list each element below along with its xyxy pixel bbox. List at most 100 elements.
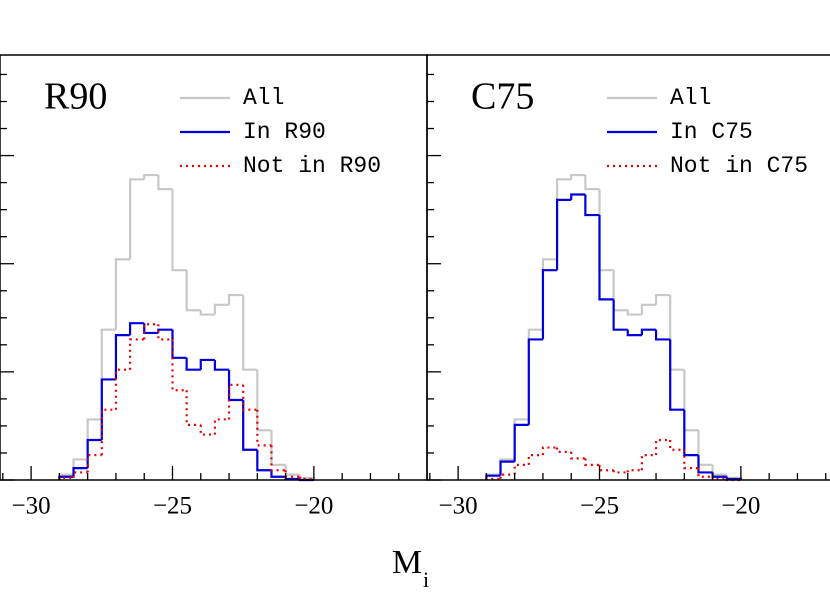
histogram-step	[612, 299, 628, 331]
histogram-step	[298, 476, 315, 481]
histogram-step	[654, 293, 671, 305]
histogram-step	[598, 464, 614, 472]
histogram-step	[640, 303, 657, 315]
plot-frame	[426, 54, 830, 481]
histogram-step	[598, 215, 614, 301]
histogram-step	[256, 409, 272, 447]
histogram-step	[612, 270, 628, 312]
histogram-step	[598, 189, 614, 272]
histogram-step	[86, 454, 102, 473]
histogram-step	[513, 423, 529, 462]
legend-label: All	[243, 85, 284, 111]
histogram-step	[185, 357, 201, 371]
histogram-step	[640, 328, 657, 336]
histogram-step	[541, 269, 558, 340]
histogram-step	[72, 471, 88, 478]
histogram-step	[527, 338, 543, 425]
histogram-step	[128, 178, 145, 260]
histogram-step	[185, 270, 201, 312]
histogram-step	[697, 430, 713, 466]
histogram-step	[499, 460, 515, 476]
histogram-step	[157, 328, 173, 333]
legend-label: In R90	[243, 119, 326, 145]
legend-label: All	[670, 85, 711, 111]
histogram-step	[256, 449, 272, 472]
x-tick-label: −30	[439, 493, 478, 520]
histogram-step	[128, 322, 145, 336]
histogram-step	[711, 464, 727, 476]
legend-label: Not in R90	[243, 153, 381, 179]
histogram-step	[100, 378, 116, 440]
histogram-step	[570, 451, 586, 460]
x-tick-label: −20	[721, 493, 760, 520]
histogram-step	[541, 446, 558, 456]
legend-label: Not in C75	[670, 153, 808, 179]
histogram-step	[114, 258, 131, 330]
histogram-step	[213, 418, 230, 435]
plot-frame	[0, 54, 428, 481]
legend-label: In C75	[670, 119, 753, 145]
panel-label: R90	[44, 76, 107, 118]
histogram-step	[669, 295, 685, 371]
histogram-step	[171, 339, 187, 392]
histogram-step	[242, 399, 258, 451]
histogram-step	[128, 338, 145, 370]
histogram-step	[654, 438, 671, 456]
histogram-step	[157, 175, 173, 191]
histogram-step	[570, 193, 586, 200]
x-tick-label: −25	[580, 493, 619, 520]
histogram-step	[143, 323, 159, 340]
histogram-step	[270, 470, 286, 478]
histogram-step	[242, 384, 258, 411]
histogram-step	[213, 359, 230, 371]
x-tick-label: −20	[294, 493, 333, 520]
histogram-step	[654, 329, 671, 341]
histogram-step	[199, 424, 215, 436]
histogram-step	[227, 293, 244, 305]
histogram-step	[683, 369, 699, 432]
histogram-step	[555, 447, 572, 453]
histogram-step	[171, 329, 187, 359]
histogram-step	[284, 464, 300, 476]
histogram-step	[555, 198, 572, 271]
histogram-step	[114, 368, 131, 410]
histogram-step	[100, 408, 116, 456]
histogram-step	[683, 409, 699, 457]
histogram-step	[213, 303, 230, 315]
panel: All In R90 Not in R90 −30 −25 −20 R90	[0, 54, 428, 520]
panel-label: C75	[471, 76, 534, 118]
histogram-step	[697, 468, 713, 478]
histogram-step	[527, 328, 543, 420]
histogram-step	[143, 173, 159, 180]
x-tick-label: −25	[153, 493, 192, 520]
histogram-step	[683, 449, 699, 470]
histogram-step	[199, 310, 215, 316]
histogram-step	[499, 473, 515, 479]
histogram-step	[256, 369, 272, 432]
histogram-step	[584, 194, 600, 217]
histogram-step	[114, 333, 131, 380]
histogram-step	[513, 463, 529, 475]
histogram-step	[100, 328, 116, 420]
histogram-step	[584, 458, 600, 466]
histogram-step	[669, 439, 685, 451]
histogram-step	[555, 178, 572, 260]
histogram-step	[626, 329, 642, 337]
x-tick-label: −30	[12, 493, 51, 520]
histogram-step	[143, 323, 159, 335]
histogram-step	[527, 454, 543, 465]
histogram-step	[570, 173, 586, 180]
histogram-step	[270, 430, 286, 466]
histogram-step	[227, 383, 244, 420]
histogram-step	[669, 339, 685, 411]
x-axis-label-subscript: i	[423, 567, 429, 592]
x-axis-label: M	[392, 544, 422, 581]
panel: All In C75 Not in C75 −30 −25 −20 C75	[426, 54, 830, 520]
histogram-step	[171, 189, 187, 272]
histogram-step	[584, 175, 600, 191]
histogram-step	[640, 454, 657, 471]
histogram-step	[72, 467, 88, 477]
histogram-step	[626, 469, 642, 473]
histogram-step	[242, 295, 258, 371]
